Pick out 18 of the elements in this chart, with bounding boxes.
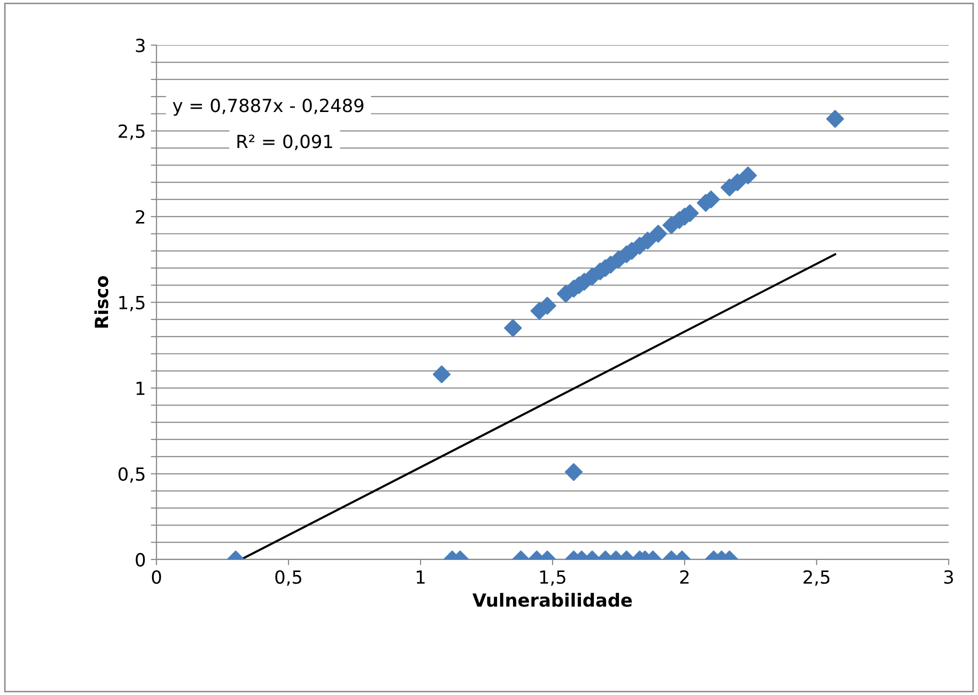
annotation: R² = 0,091 xyxy=(237,134,332,150)
y-tick-label: 3 xyxy=(136,38,145,52)
x-tick-label: 0,5 xyxy=(275,570,302,586)
x-tick-label: 1 xyxy=(416,570,425,584)
x-tick-label: 1,5 xyxy=(540,570,566,586)
x-tick-label: 2,5 xyxy=(804,570,830,586)
y-axis-title: Risco xyxy=(94,276,108,328)
x-tick-label: 0 xyxy=(152,570,162,584)
y-tick-label: 1,5 xyxy=(119,296,144,312)
y-tick-label: 0 xyxy=(136,552,145,567)
y-tick-label: 2,5 xyxy=(118,124,144,140)
y-tick-label: 0,5 xyxy=(118,467,144,483)
y-tick-label: 2 xyxy=(136,210,144,224)
annotation: y = 0,7887x - 0,2489 xyxy=(172,98,364,116)
x-tick-label: 2 xyxy=(680,570,689,584)
y-tick-label: 1 xyxy=(136,382,144,395)
x-tick-label: 3 xyxy=(944,570,953,584)
x-axis-title: Vulnerabilidade xyxy=(472,592,632,607)
